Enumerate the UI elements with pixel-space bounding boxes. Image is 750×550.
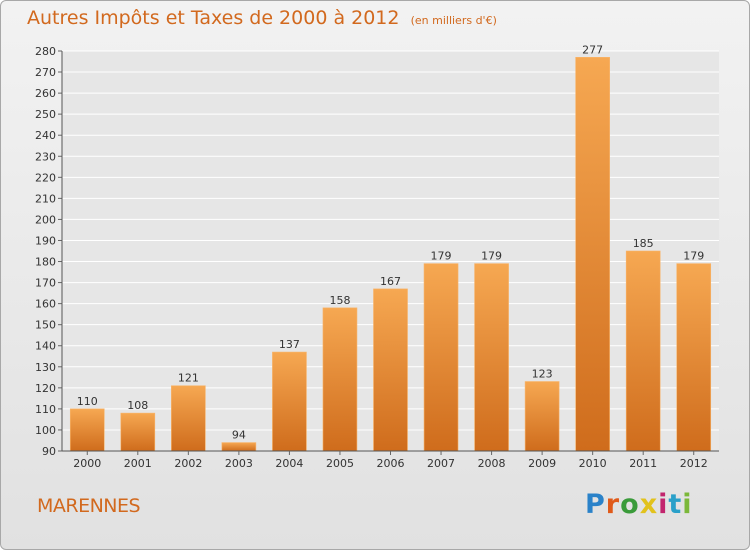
axes xyxy=(58,50,719,455)
labels: 90 100 110 120 130 140 150 160 170 180 190 200 210 22… xyxy=(35,43,708,470)
x-tick-label-2012: 2012 xyxy=(680,457,708,470)
chart-title: Autres Impôts et Taxes de 2000 à 2012 (e… xyxy=(27,7,497,29)
bar-2003 xyxy=(221,442,257,452)
bar-2000 xyxy=(69,408,105,452)
value-label-2009: 123 xyxy=(532,368,553,381)
bars xyxy=(69,57,712,452)
x-tick-label-2001: 2001 xyxy=(124,457,152,470)
value-label-2001: 108 xyxy=(127,399,148,412)
x-tick-label-2005: 2005 xyxy=(326,457,354,470)
value-label-2004: 137 xyxy=(279,338,300,351)
x-tick-label-2002: 2002 xyxy=(174,457,202,470)
bar-2004 xyxy=(272,351,307,452)
title-unit: (en milliers d'€) xyxy=(410,14,497,27)
brand-letter: i xyxy=(682,489,693,520)
x-tick-label-2004: 2004 xyxy=(275,457,303,470)
x-tick-label-2003: 2003 xyxy=(225,457,253,470)
y-tick-label: 150 xyxy=(35,319,56,332)
value-label-2005: 158 xyxy=(329,294,350,307)
x-tick-label-2011: 2011 xyxy=(629,457,657,470)
y-tick-label: 120 xyxy=(35,382,56,395)
y-tick-label: 240 xyxy=(35,129,56,142)
x-tick-label-2006: 2006 xyxy=(377,457,405,470)
y-tick-label: 100 xyxy=(35,424,56,437)
y-tick-label: 220 xyxy=(35,171,56,184)
bar-2011 xyxy=(625,250,661,452)
x-tick-label-2008: 2008 xyxy=(478,457,506,470)
y-tick-label: 140 xyxy=(35,340,56,353)
y-tick-label: 90 xyxy=(42,445,56,458)
x-tick-label-2009: 2009 xyxy=(528,457,556,470)
y-tick-label: 270 xyxy=(35,66,56,79)
brand-letter: i xyxy=(658,489,669,520)
y-tick-label: 210 xyxy=(35,192,56,205)
y-tick-label: 200 xyxy=(35,213,56,226)
brand-letter: r xyxy=(605,489,621,520)
bar-2005 xyxy=(322,307,358,452)
x-tick-label-2010: 2010 xyxy=(579,457,607,470)
y-tick-label: 170 xyxy=(35,277,56,290)
town-name: MARENNES xyxy=(37,495,141,517)
brand-letter: x xyxy=(639,489,659,520)
bar-2001 xyxy=(120,412,156,452)
x-tick-label-2007: 2007 xyxy=(427,457,455,470)
value-label-2008: 179 xyxy=(481,250,502,263)
value-label-2000: 110 xyxy=(77,395,98,408)
brand-letter: P xyxy=(585,489,606,520)
brand-logo: Proxiti xyxy=(585,489,693,520)
value-label-2003: 94 xyxy=(232,429,246,442)
value-label-2007: 179 xyxy=(431,250,452,263)
y-tick-label: 160 xyxy=(35,298,56,311)
bar-2007 xyxy=(423,263,459,452)
value-label-2010: 277 xyxy=(582,43,603,56)
brand-letter: t xyxy=(668,489,683,520)
brand-letter: o xyxy=(620,489,640,520)
y-tick-label: 260 xyxy=(35,87,56,100)
bar-2002 xyxy=(171,385,206,452)
bar-2008 xyxy=(474,263,509,452)
y-tick-label: 250 xyxy=(35,108,56,121)
bar-2012 xyxy=(676,263,712,452)
y-tick-label: 180 xyxy=(35,256,56,269)
y-tick-label: 230 xyxy=(35,150,56,163)
y-tick-label: 190 xyxy=(35,234,56,247)
title-main: Autres Impôts et Taxes de 2000 à 2012 xyxy=(27,7,400,29)
value-label-2012: 179 xyxy=(683,250,704,263)
y-tick-label: 110 xyxy=(35,403,56,416)
bar-2009 xyxy=(524,381,560,452)
value-label-2011: 185 xyxy=(633,237,654,250)
y-tick-label: 130 xyxy=(35,361,56,374)
bar-2006 xyxy=(373,288,408,452)
y-tick-label: 280 xyxy=(35,45,56,58)
x-tick-label-2000: 2000 xyxy=(73,457,101,470)
bar-2010 xyxy=(575,57,610,452)
value-label-2002: 121 xyxy=(178,372,199,385)
value-label-2006: 167 xyxy=(380,275,401,288)
